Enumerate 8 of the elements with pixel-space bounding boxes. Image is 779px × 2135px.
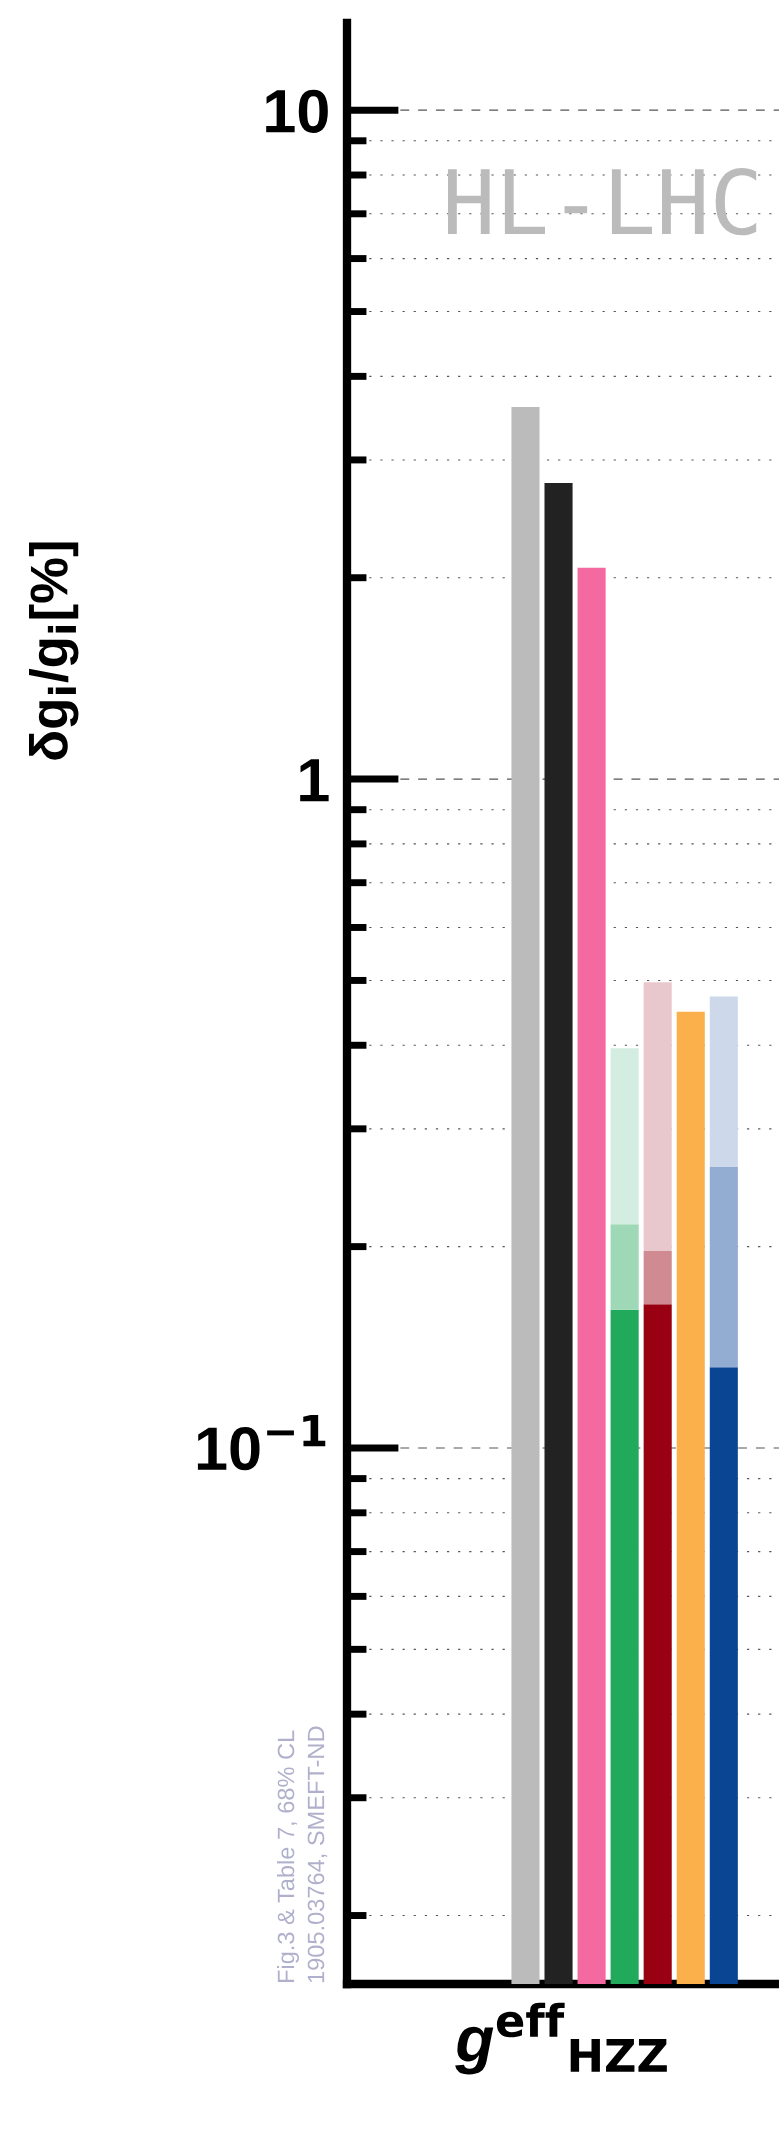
x-axis-title: g$^{eff}$$_{HZZ}$ <box>455 2002 667 2075</box>
annotation: HL-LHC <box>447 168 757 236</box>
y-tick-label: 10 <box>266 89 328 133</box>
text: 1905.03764, SMEFT-ND <box>307 1726 328 1983</box>
caption: Fig.3 & Table 7, 68% CL <box>277 1730 300 1983</box>
y-axis-title: δg$_{i}$/g$_{i}$[%] <box>29 542 79 760</box>
y-tick-label: 1 <box>300 759 329 802</box>
y-tick-label: 10$^{−1}$ <box>197 1415 326 1471</box>
